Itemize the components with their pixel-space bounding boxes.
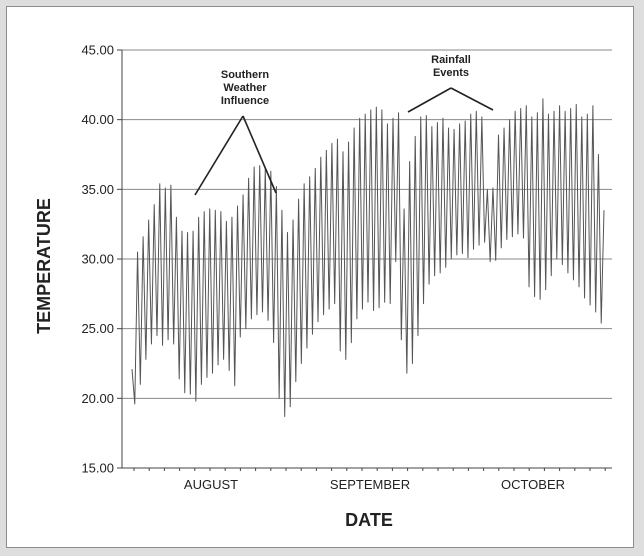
x-tick-label: AUGUST <box>184 477 238 492</box>
series-line <box>131 98 605 417</box>
y-tick-label: 40.00 <box>81 112 114 127</box>
annotation-text: Southern <box>221 69 270 81</box>
annotation-text: Events <box>433 67 469 79</box>
x-tick-label: OCTOBER <box>501 477 565 492</box>
y-tick-label: 30.00 <box>81 252 114 267</box>
x-tick-label: SEPTEMBER <box>330 477 410 492</box>
annotation-pointer <box>194 115 244 196</box>
annotation-text: Rainfall <box>431 54 471 66</box>
annotation-text: Influence <box>221 95 269 107</box>
y-axis-title: TEMPERATURE <box>34 198 54 334</box>
series-layer <box>131 98 605 417</box>
x-tick-labels: AUGUST SEPTEMBER OCTOBER <box>133 468 606 492</box>
y-tick-label: 45.00 <box>81 43 114 58</box>
y-tick-labels: 15.00 20.00 25.00 30.00 35.00 40.00 45.00 <box>81 43 114 476</box>
annotation-pointer <box>242 115 277 194</box>
axes <box>121 50 612 469</box>
annotation-text: Weather <box>223 82 267 94</box>
annotation-pointer <box>450 87 494 111</box>
x-axis-title: DATE <box>345 510 393 530</box>
y-tick-label: 35.00 <box>81 182 114 197</box>
y-tick-label: 15.00 <box>81 461 114 476</box>
y-tick-label: 20.00 <box>81 391 114 406</box>
y-tick-label: 25.00 <box>81 321 114 336</box>
annotation-pointer <box>407 87 452 113</box>
